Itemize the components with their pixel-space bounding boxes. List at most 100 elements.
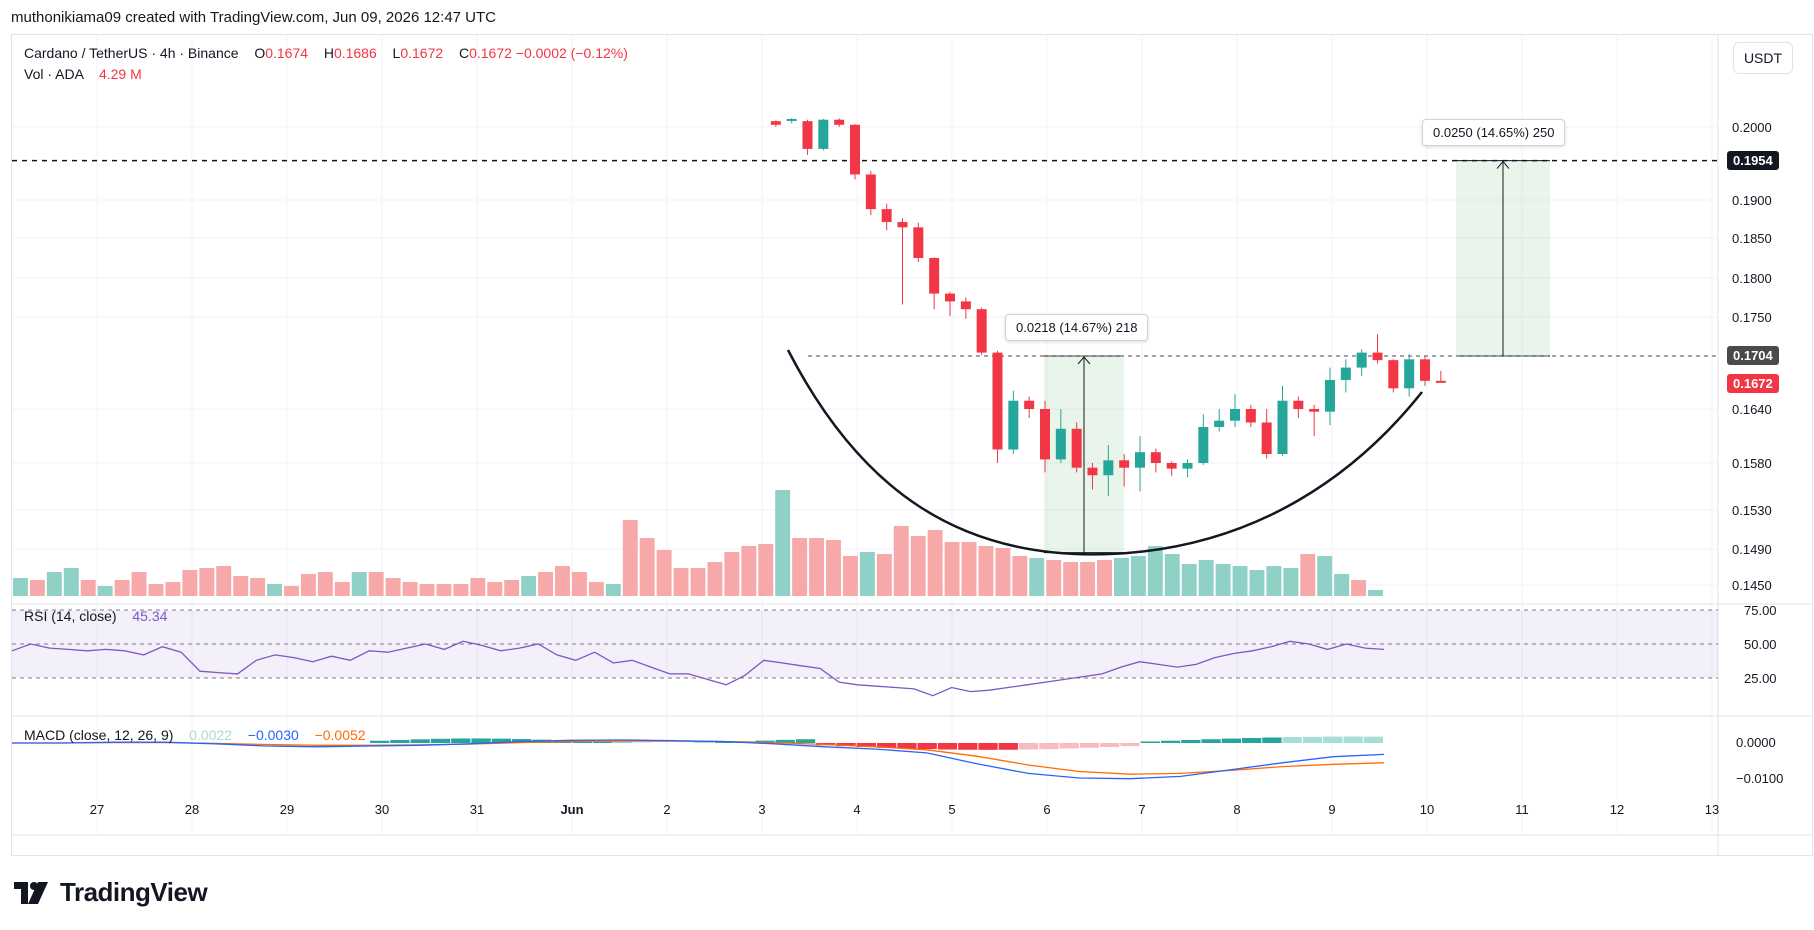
volume-bar	[1097, 560, 1112, 596]
time-tick-label: 9	[1328, 802, 1335, 817]
volume-bar	[859, 552, 875, 596]
candle-body	[1087, 467, 1098, 476]
volume-bar	[1130, 556, 1146, 596]
rsi-label[interactable]: RSI (14, close)	[24, 608, 117, 624]
currency-button[interactable]: USDT	[1733, 42, 1793, 74]
volume-bar	[1317, 556, 1333, 596]
volume-bar	[1351, 580, 1367, 596]
rsi-band	[12, 609, 1718, 679]
macd-hist-bar	[1140, 741, 1160, 743]
macd-hist-bar	[1242, 737, 1262, 743]
macd-hist-bar	[978, 743, 998, 750]
volume-bar	[436, 584, 452, 596]
measure-label-2[interactable]: 0.0250 (14.65%) 250	[1422, 119, 1566, 146]
macd-hist-bar	[1018, 743, 1039, 750]
high-value: 0.1686	[333, 45, 377, 61]
macd-hist-bar	[958, 743, 978, 750]
candles	[770, 118, 1446, 496]
volume-bar	[521, 576, 537, 596]
macd-hist-bar	[613, 742, 633, 743]
volume-bar	[182, 570, 198, 596]
measure-label-1[interactable]: 0.0218 (14.67%) 218	[1005, 314, 1149, 341]
macd-hist-bar	[572, 741, 593, 743]
macd-hist-bar	[1302, 736, 1323, 743]
volume-bar	[487, 582, 503, 596]
volume-bar	[368, 572, 384, 596]
volume-bar	[588, 582, 604, 596]
time-tick-label: 13	[1705, 802, 1719, 817]
measure-arrowhead-2	[1496, 160, 1510, 169]
main-legend: Cardano / TetherUS · 4h · Binance O 0.167…	[24, 45, 628, 61]
volume-bar	[995, 548, 1011, 596]
volume-bar	[1012, 556, 1028, 596]
time-tick-label: 8	[1233, 802, 1240, 817]
macd-hist-bar	[1323, 736, 1343, 743]
change-value: −0.0002 (−0.12%)	[515, 45, 628, 61]
time-tick-label: Jun	[560, 802, 583, 817]
rsi-line	[11, 640, 1385, 697]
volume-bar	[351, 572, 367, 596]
candle-body	[1340, 367, 1351, 381]
macd-hist-bar	[370, 740, 390, 743]
volume-bar	[1198, 560, 1214, 596]
volume-bar	[876, 554, 892, 596]
volume-bar	[114, 580, 130, 596]
volume-bar	[284, 586, 299, 596]
price-tick-label: 0.1580	[1732, 456, 1772, 471]
macd-hist-bar	[795, 739, 816, 743]
volume-bar	[1181, 564, 1197, 596]
volume-bar	[1249, 570, 1265, 596]
candle-body	[850, 124, 860, 175]
symbol-label[interactable]: Cardano / TetherUS · 4h · Binance	[24, 45, 239, 61]
volume-bar	[724, 552, 740, 596]
macd-hist-bar	[1059, 743, 1079, 749]
macd-hist-bar	[877, 743, 897, 748]
rsi-tick-label: 50.00	[1744, 637, 1777, 652]
candle-body	[976, 309, 987, 353]
volume-bar	[97, 586, 113, 596]
rounding-bottom-curve-path	[786, 349, 1423, 556]
macd-hist-bar	[410, 739, 430, 743]
macd-hist-bar	[775, 739, 795, 743]
volume-bar	[826, 540, 841, 596]
macd-hist-bar	[1100, 743, 1120, 748]
low-value: 0.1672	[400, 45, 444, 61]
volume-bar	[470, 578, 486, 596]
candle-body	[1135, 452, 1145, 468]
open-label: O	[254, 45, 266, 61]
tradingview-logo[interactable]: TradingView	[14, 877, 208, 908]
volume-bar	[690, 568, 706, 596]
volume-bar	[1113, 558, 1129, 596]
candle-body	[1435, 380, 1446, 383]
measure-boxes	[1044, 160, 1550, 554]
candle-body	[770, 121, 781, 125]
reference-lines	[12, 159, 1718, 357]
rsi-line-path	[11, 640, 1385, 697]
candle-body	[992, 352, 1003, 450]
macd-hist-bar	[897, 743, 917, 749]
price-tick-label: 0.1850	[1732, 231, 1772, 246]
candle-body	[897, 222, 908, 228]
volume-bar	[1232, 566, 1248, 596]
volume-value: 4.29 M	[98, 66, 142, 82]
macd-hist-bar	[917, 743, 937, 750]
candle-body	[1404, 359, 1415, 389]
volume-bar	[1164, 554, 1180, 596]
volume-label[interactable]: Vol · ADA	[24, 66, 84, 82]
rsi-legend: RSI (14, close) 45.34	[24, 608, 167, 624]
candle-body	[1024, 400, 1035, 409]
volume-bar	[1283, 568, 1299, 596]
axis-labels: 0.2000 0.1900 0.1850 0.1800 0.1750 0.1640 0.15…	[90, 120, 1784, 817]
candle-body	[1103, 460, 1114, 476]
volume-bar	[910, 536, 926, 596]
low-label: L	[392, 45, 401, 61]
macd-label[interactable]: MACD (close, 12, 26, 9)	[24, 727, 174, 743]
attribution-text: muthonikiama09 created with TradingView.…	[11, 9, 496, 26]
candle-body	[1230, 409, 1240, 421]
time-tick-label: 30	[375, 802, 389, 817]
candle-body	[1008, 400, 1019, 450]
macd-hist-bar	[1343, 736, 1363, 743]
macd-hist-bar	[714, 742, 735, 743]
macd-hist-bar	[1221, 738, 1242, 743]
